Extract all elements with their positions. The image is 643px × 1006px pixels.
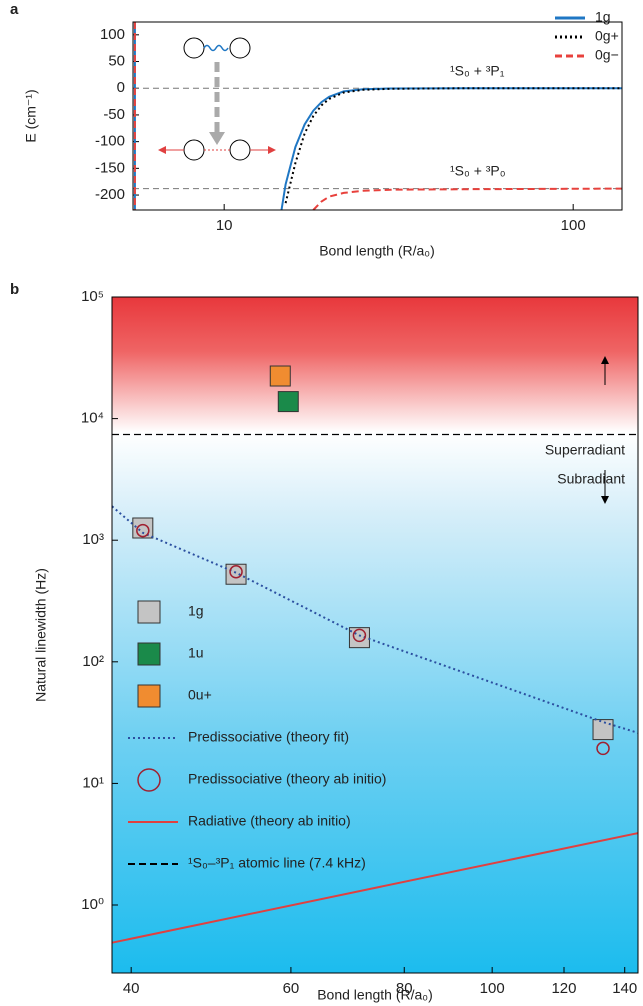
plot-background xyxy=(112,297,638,973)
series-line xyxy=(133,22,623,211)
y-tick-label: 100 xyxy=(100,26,125,43)
y-tick-label: 10¹ xyxy=(82,774,104,791)
legend-label: 0u+ xyxy=(188,687,212,703)
annotation: Superradiant xyxy=(545,442,625,458)
plot-frame xyxy=(132,21,623,211)
y-tick-label: 10² xyxy=(82,653,104,670)
y-tick-label: -50 xyxy=(103,106,125,123)
legend-swatch xyxy=(137,684,161,708)
legend-label: ¹S₀–³P₁ atomic line (7.4 kHz) xyxy=(188,855,366,871)
x-axis-label: Bond length (R/a₀) xyxy=(319,243,435,259)
legend-label: 1g xyxy=(595,9,611,25)
legend-label: 1u xyxy=(188,645,204,661)
legend-label: 1g xyxy=(188,603,204,619)
legend-swatch xyxy=(137,768,161,792)
legend-swatch xyxy=(137,600,161,624)
data-circle xyxy=(352,628,367,643)
x-tick-label: 10 xyxy=(216,217,233,234)
series-line xyxy=(133,22,622,211)
data-circle xyxy=(136,523,150,538)
legend-label: Radiative (theory ab initio) xyxy=(188,813,351,829)
series-line xyxy=(111,832,639,944)
y-tick-label: 10³ xyxy=(82,531,104,548)
data-square xyxy=(348,627,370,649)
data-square xyxy=(269,365,291,387)
y-tick-label: 10⁰ xyxy=(81,896,104,913)
panel-label: a xyxy=(10,1,19,18)
molecule-schematic xyxy=(158,37,276,161)
y-tick-label: -150 xyxy=(95,159,125,176)
series-line xyxy=(284,87,622,204)
x-axis-label: Bond length (R/a₀) xyxy=(317,987,433,1003)
data-square xyxy=(592,719,614,741)
legend-label: 0g+ xyxy=(595,28,619,44)
y-tick-label: -100 xyxy=(95,133,125,150)
y-axis-label: Natural linewidth (Hz) xyxy=(33,568,49,702)
x-tick-label: 100 xyxy=(561,217,586,234)
annotation: ¹S₀ + ³P₀ xyxy=(450,163,506,179)
x-tick-label: 100 xyxy=(480,980,505,997)
y-tick-label: 50 xyxy=(108,52,125,69)
data-circle xyxy=(229,565,243,579)
y-tick-label: -200 xyxy=(95,186,125,203)
y-tick-label: 10⁴ xyxy=(81,410,104,427)
data-circle xyxy=(596,741,610,756)
series-line xyxy=(111,505,639,734)
x-tick-label: 40 xyxy=(123,980,140,997)
x-tick-label: 140 xyxy=(612,980,637,997)
plot-frame xyxy=(111,296,639,974)
annotation: ¹S₀ + ³P₁ xyxy=(450,63,505,79)
data-square xyxy=(277,391,299,413)
legend-label: Predissociative (theory ab initio) xyxy=(188,771,386,787)
data-square xyxy=(225,563,247,585)
data-square xyxy=(132,517,154,539)
x-tick-label: 120 xyxy=(551,980,576,997)
annotation: Subradiant xyxy=(557,471,625,487)
x-tick-label: 60 xyxy=(283,980,300,997)
panel-label: b xyxy=(10,281,19,298)
y-tick-label: 10⁵ xyxy=(81,288,104,305)
legend-label: 0g− xyxy=(595,47,619,63)
y-tick-label: 0 xyxy=(117,79,125,96)
legend-swatch xyxy=(137,642,161,666)
y-axis-label: E (cm⁻¹) xyxy=(23,89,39,142)
legend-label: Predissociative (theory fit) xyxy=(188,729,349,745)
x-tick-label: 80 xyxy=(396,980,413,997)
